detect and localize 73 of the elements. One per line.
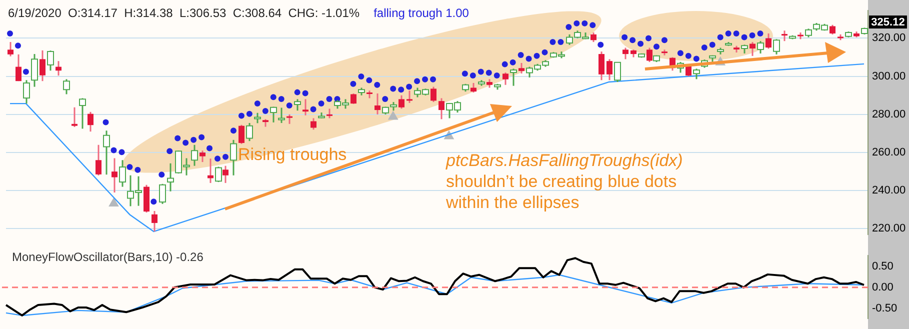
candlestick (23, 79, 30, 104)
candlestick (766, 32, 772, 50)
candlestick (773, 38, 780, 56)
annotation: 6/19/2020 O:314.17 H:314.38 L:306.53 C:308.64 CHG: -1.01% (8, 6, 360, 20)
candlestick (470, 82, 476, 94)
text: 325.12 (871, 16, 905, 29)
candlestick (598, 50, 604, 81)
candlestick (16, 54, 22, 82)
candlestick (56, 60, 62, 76)
candlestick (510, 68, 517, 87)
candlestick (606, 58, 612, 81)
annotation: ptcBars.HasFallingTroughs(idx) shouldn’t be creating blue dots within the ellipses (445, 151, 683, 212)
candlestick (502, 72, 508, 86)
point (108, 198, 119, 207)
candlestick (398, 94, 404, 110)
candlestick (112, 157, 118, 194)
candlestick (8, 41, 14, 58)
candlestick (152, 210, 158, 232)
y-tick-label: 300.00 (872, 70, 906, 82)
y-tick-label: 0.00 (872, 281, 894, 294)
candlestick (119, 159, 126, 188)
candlestick (757, 40, 764, 54)
candlestick (374, 92, 380, 116)
y-tick-label: 280.00 (872, 108, 906, 120)
candlestick (438, 97, 444, 120)
candlestick (63, 78, 70, 95)
candlestick (294, 98, 301, 112)
candlestick (646, 46, 652, 63)
y-tick-label: 220.00 (872, 222, 906, 235)
candlestick (750, 41, 756, 57)
point (388, 110, 398, 120)
candlestick (430, 86, 436, 103)
candlestick (830, 24, 836, 36)
candlestick (40, 50, 46, 82)
candlestick (31, 53, 38, 88)
y-tick-label: 240.00 (872, 184, 906, 197)
y-tick-label: 0.50 (872, 260, 894, 273)
candlestick (47, 50, 54, 72)
candlestick (254, 112, 261, 124)
y-tick-label: 320.00 (872, 32, 906, 44)
candlestick (96, 144, 102, 176)
candlestick (79, 97, 86, 130)
candlestick (270, 106, 277, 124)
candlestick (200, 150, 206, 163)
candlestick (222, 165, 228, 184)
candlestick (614, 61, 621, 83)
y-tick-label: 260.00 (872, 146, 906, 159)
candlestick (302, 98, 308, 116)
chart-title: MoneyFlowOscillator(Bars,10) -0.26 (12, 250, 204, 264)
candlestick (406, 90, 412, 104)
candlestick (782, 30, 788, 42)
candlestick (191, 144, 198, 167)
candlestick (310, 117, 316, 130)
y-tick-label: -0.50 (872, 302, 898, 314)
candlestick (590, 32, 596, 43)
annotation: Rising troughs (238, 145, 347, 164)
candlestick (518, 62, 524, 74)
text: falling trough 1.00 (374, 6, 470, 20)
candlestick (350, 92, 356, 105)
candlestick (693, 68, 700, 80)
candlestick (230, 139, 237, 176)
candlestick (326, 108, 332, 119)
candlestick (278, 106, 285, 124)
candlestick (167, 162, 174, 192)
candlestick (238, 124, 244, 145)
candlestick (103, 130, 110, 176)
candlestick (159, 183, 166, 205)
candlestick (215, 166, 222, 183)
candlestick (88, 111, 94, 132)
candlestick (72, 106, 78, 128)
candlestick (246, 122, 253, 142)
candlestick (286, 114, 292, 125)
candlestick (622, 46, 628, 60)
